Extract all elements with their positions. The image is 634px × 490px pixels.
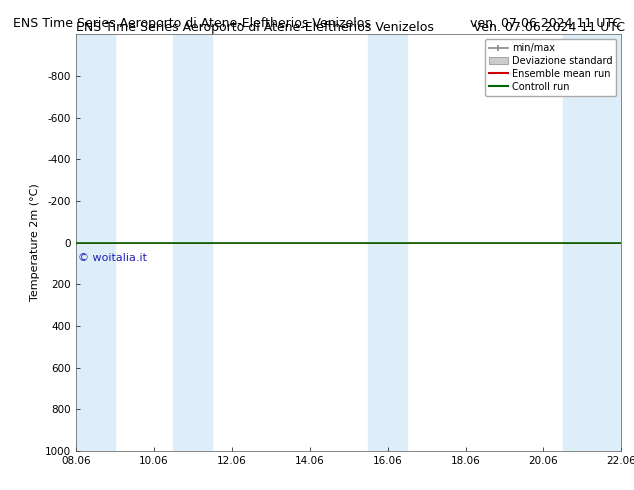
Text: ven. 07.06.2024 11 UTC: ven. 07.06.2024 11 UTC [470, 17, 621, 30]
Text: © woitalia.it: © woitalia.it [78, 253, 147, 263]
Bar [76, 34, 115, 451]
Bar [368, 34, 407, 451]
Bar [563, 34, 621, 451]
Text: ENS Time Series Aeroporto di Atene-Eleftherios Venizelos: ENS Time Series Aeroporto di Atene-Eleft… [13, 17, 370, 30]
Y-axis label: Temperature 2m (°C): Temperature 2m (°C) [30, 184, 39, 301]
Bar [174, 34, 212, 451]
Legend: min/max, Deviazione standard, Ensemble mean run, Controll run: min/max, Deviazione standard, Ensemble m… [485, 39, 616, 96]
Text: ENS Time Series Aeroporto di Atene-Eleftherios Venizelos          ven. 07.06.202: ENS Time Series Aeroporto di Atene-Eleft… [76, 21, 625, 34]
